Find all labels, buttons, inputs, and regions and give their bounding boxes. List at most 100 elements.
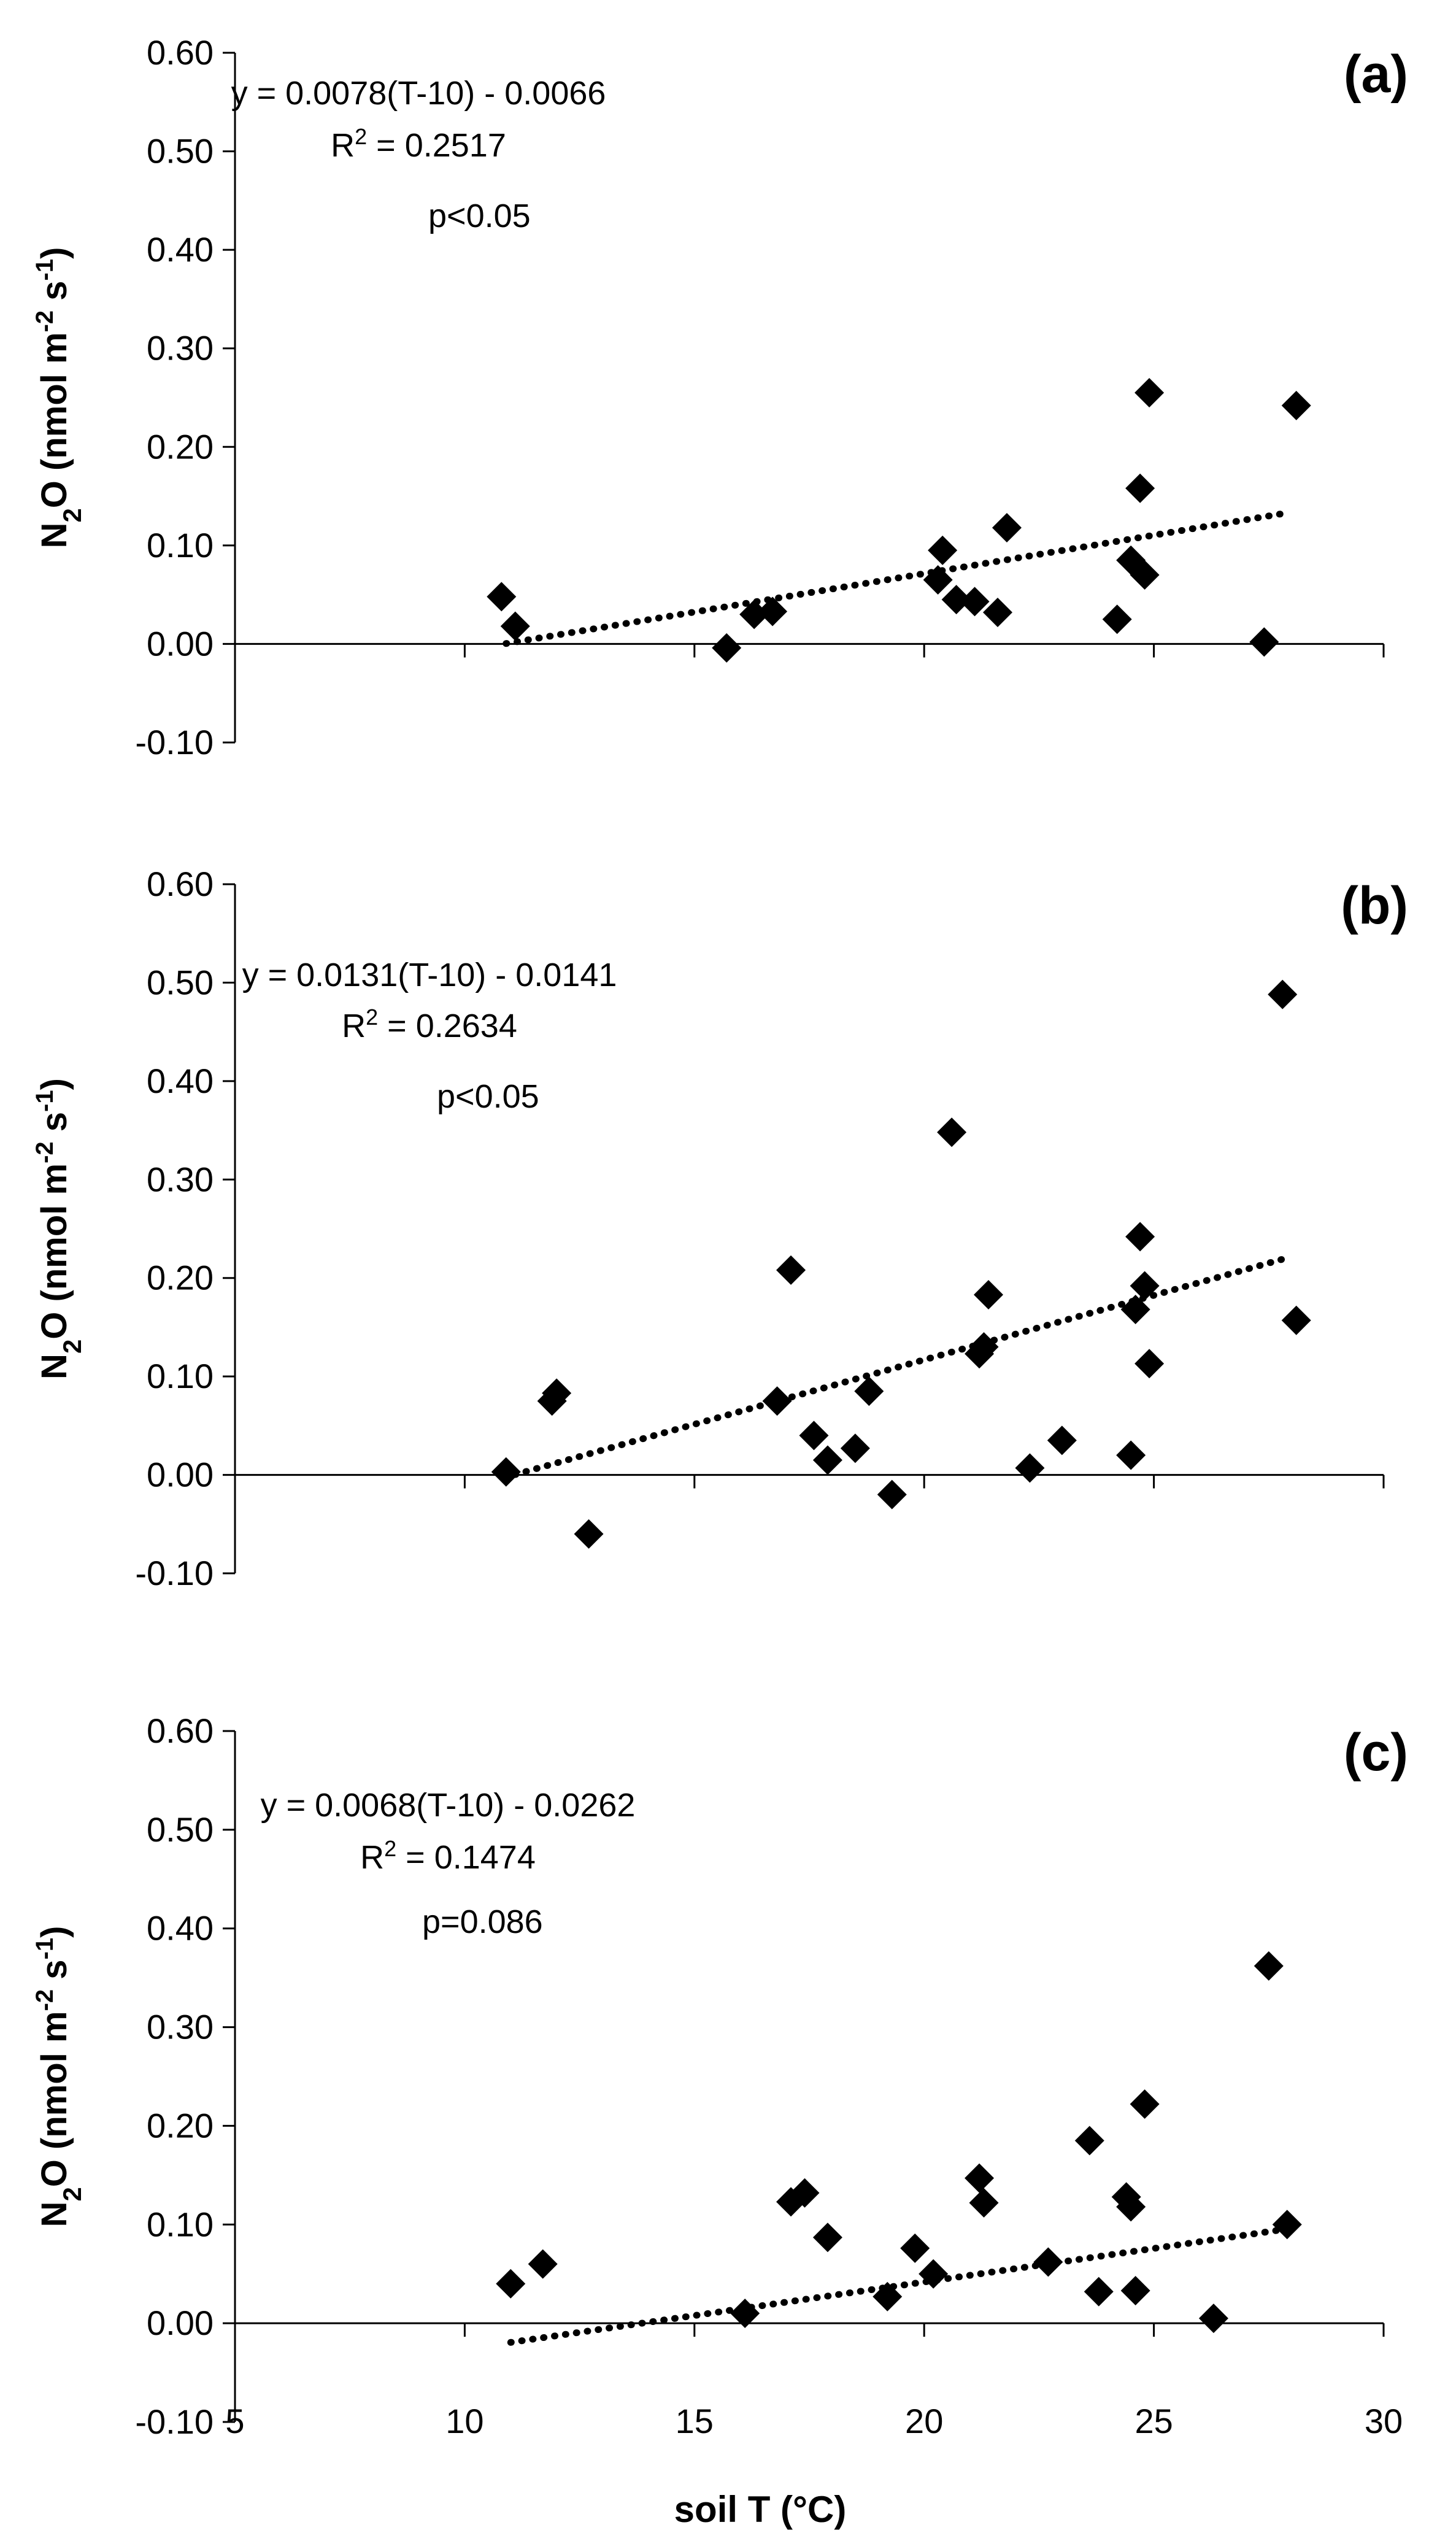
- panel-letter: (b): [1341, 876, 1408, 935]
- x-tick-label: 20: [905, 2402, 943, 2440]
- data-point: [877, 1479, 907, 1510]
- x-tick-label: 15: [676, 2402, 714, 2440]
- y-tick-label: 0.60: [147, 33, 214, 72]
- data-point: [923, 565, 953, 595]
- panel-letter: (c): [1344, 1723, 1408, 1782]
- data-point: [758, 596, 788, 627]
- data-point: [1281, 390, 1311, 420]
- r-squared: R2 = 0.2517: [331, 124, 506, 164]
- data-point: [496, 2269, 526, 2299]
- y-tick-label: 0.60: [147, 865, 214, 903]
- regression-equation: y = 0.0078(T-10) - 0.0066: [231, 75, 606, 112]
- data-point: [542, 1378, 572, 1408]
- data-point: [1116, 1440, 1146, 1470]
- y-tick-label: 0.20: [147, 427, 214, 466]
- data-point: [854, 1376, 884, 1406]
- x-tick-label: 10: [445, 2402, 483, 2440]
- data-point: [812, 2223, 842, 2253]
- data-point: [919, 2259, 949, 2289]
- data-point: [872, 2281, 903, 2312]
- data-point: [1281, 1305, 1311, 1335]
- chart-panel-c: -0.10 0.00 0.10 0.20 0.30 0.40 0.50 0.60 N2O (nm…: [31, 1711, 1408, 2530]
- data-point: [1116, 2192, 1146, 2222]
- data-point: [941, 585, 971, 615]
- data-point: [1084, 2277, 1114, 2307]
- data-point: [1130, 2089, 1160, 2119]
- data-point: [574, 1519, 604, 1549]
- data-point: [974, 1279, 1004, 1309]
- trendline: [503, 510, 1286, 647]
- data-point: [1120, 1295, 1150, 1325]
- regression-equation: y = 0.0131(T-10) - 0.0141: [242, 957, 617, 993]
- y-tick-label: 0.30: [147, 1160, 214, 1198]
- y-tick-label: 0.50: [147, 1810, 214, 1849]
- data-point: [730, 2299, 760, 2329]
- y-tick-label: 0.10: [147, 526, 214, 565]
- x-tick-label: 30: [1365, 2402, 1403, 2440]
- y-tick-label: -0.10: [135, 723, 214, 762]
- chart-panel-a: -0.10 0.00 0.10 0.20 0.30 0.40 0.50 0.60 N2O (nm…: [31, 33, 1408, 762]
- data-point: [983, 598, 1013, 628]
- data-point: [1130, 1271, 1160, 1301]
- data-point: [1134, 377, 1165, 407]
- regression-equation: y = 0.0068(T-10) - 0.0262: [261, 1787, 636, 1824]
- data-point: [1120, 2276, 1150, 2306]
- y-tick-label: 0.00: [147, 2304, 214, 2342]
- data-point: [1268, 979, 1298, 1009]
- data-point: [790, 2178, 820, 2208]
- data-point: [1272, 2210, 1302, 2240]
- data-point: [739, 600, 769, 630]
- y-tick-label: 0.30: [147, 2008, 214, 2046]
- y-tick-label: 0.30: [147, 329, 214, 368]
- y-tick-label: 0.10: [147, 1357, 214, 1395]
- y-axis-label: N2O (nmol m-2 s-1): [31, 247, 87, 549]
- y-tick-label: 0.00: [147, 1456, 214, 1494]
- y-tick-label: 0.50: [147, 132, 214, 171]
- panel-letter: (a): [1344, 45, 1408, 104]
- p-value: p<0.05: [428, 198, 531, 234]
- data-point: [1254, 1951, 1284, 1981]
- y-tick-label: 0.00: [147, 624, 214, 663]
- data-point: [1249, 627, 1279, 657]
- data-point: [1047, 1425, 1077, 1456]
- data-point: [900, 2233, 930, 2263]
- data-point: [1134, 1349, 1165, 1379]
- y-tick-label: 0.20: [147, 1259, 214, 1297]
- chart-panel-b: -0.10 0.00 0.10 0.20 0.30 0.40 0.50 0.60 N2O (nm…: [31, 865, 1408, 1592]
- y-tick-label: 0.50: [147, 963, 214, 1001]
- y-axis-label: N2O (nmol m-2 s-1): [31, 1926, 87, 2227]
- trendline: [507, 2226, 1286, 2346]
- x-tick-label: 5: [225, 2402, 244, 2440]
- data-point: [1130, 560, 1160, 590]
- data-point: [491, 1457, 521, 1487]
- data-point: [969, 2188, 999, 2218]
- data-point: [969, 1332, 999, 1362]
- r-squared: R2 = 0.2634: [342, 1004, 517, 1045]
- data-point: [992, 512, 1022, 542]
- data-point: [1015, 1453, 1045, 1483]
- data-point: [1125, 1222, 1155, 1252]
- x-axis-label: soil T (°C): [674, 2489, 847, 2530]
- data-point: [487, 582, 517, 612]
- data-point: [528, 2249, 558, 2279]
- data-point: [1074, 2126, 1104, 2156]
- data-point: [500, 611, 530, 641]
- x-tick-label: 25: [1134, 2402, 1173, 2440]
- y-tick-label: 0.60: [147, 1711, 214, 1750]
- y-tick-label: 0.10: [147, 2205, 214, 2243]
- y-tick-label: 0.40: [147, 230, 214, 269]
- y-tick-label: 0.40: [147, 1909, 214, 1948]
- data-point: [776, 1255, 806, 1285]
- data-point: [762, 1386, 792, 1416]
- data-point: [1125, 473, 1155, 503]
- data-point: [960, 587, 990, 617]
- y-axis-label: N2O (nmol m-2 s-1): [31, 1078, 87, 1379]
- data-point: [840, 1433, 870, 1463]
- data-point: [1033, 2247, 1063, 2277]
- data-point: [799, 1421, 829, 1451]
- y-tick-label: 0.20: [147, 2106, 214, 2145]
- data-point: [1198, 2304, 1228, 2334]
- data-point: [812, 1445, 842, 1475]
- data-point: [712, 633, 742, 663]
